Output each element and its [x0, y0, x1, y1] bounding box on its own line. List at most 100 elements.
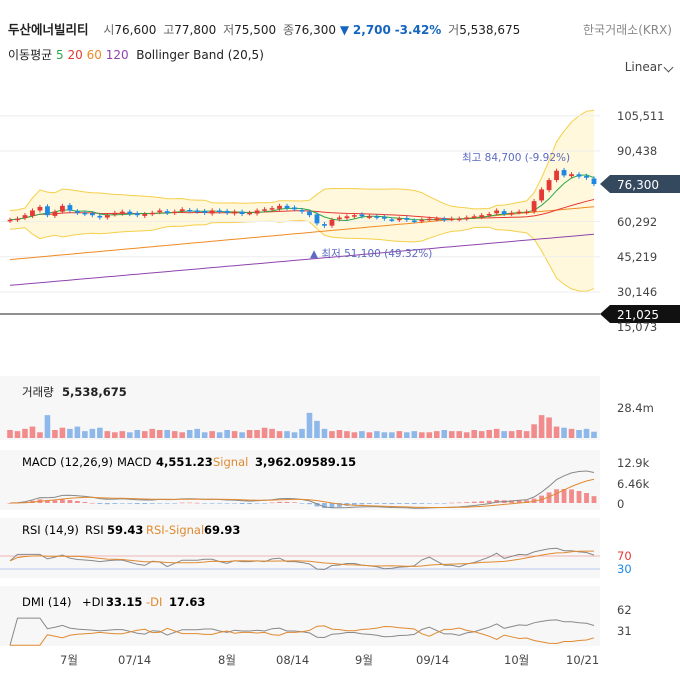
candle	[232, 209, 238, 216]
volume-bar	[411, 431, 418, 438]
macd-hist-bar	[239, 503, 245, 505]
macd-hist-bar	[404, 503, 410, 504]
volume-bar	[119, 431, 126, 438]
date-label: 09/14	[416, 653, 449, 667]
candle	[352, 213, 357, 219]
macd-tick: 0	[617, 497, 624, 511]
macd-hist-bar	[411, 503, 417, 505]
volume-bar	[74, 426, 81, 438]
candle	[142, 211, 148, 218]
macd-hist-bar	[509, 500, 515, 503]
dmi-tick: 31	[617, 624, 632, 638]
volume-bar	[433, 431, 440, 438]
ma120-line	[9, 233, 595, 286]
volume-bar	[126, 432, 133, 438]
candle	[284, 203, 290, 211]
candle	[366, 214, 372, 220]
ma-5-label[interactable]: 5	[56, 48, 64, 62]
macd-hist-bar	[262, 503, 267, 504]
date-label: 8월	[218, 653, 236, 667]
candle	[22, 213, 28, 221]
volume-bar	[59, 427, 66, 438]
volume-bar	[561, 427, 567, 438]
macd-hist-bar	[164, 503, 170, 504]
candle	[464, 215, 470, 221]
volume-bar	[576, 430, 582, 438]
macd-hist-bar	[172, 503, 178, 504]
macd-hist-bar	[494, 499, 500, 503]
date-label: 08/14	[276, 653, 309, 667]
volume-bar	[246, 430, 253, 438]
candle	[119, 209, 125, 216]
candle	[262, 207, 267, 213]
candle	[239, 209, 245, 217]
macd-tick: 6.46k	[617, 477, 650, 491]
dmi-title: DMI (14)	[22, 595, 71, 609]
ma-60-label[interactable]: 60	[86, 48, 102, 62]
candle	[164, 209, 170, 215]
macd-hist-bar	[284, 501, 290, 503]
volume-bar	[29, 426, 36, 438]
macd-hist-bar	[389, 503, 395, 505]
candle	[569, 172, 574, 179]
macd-name: MACD	[117, 455, 152, 469]
candle	[411, 218, 417, 224]
candle	[337, 215, 342, 222]
dmi-tick: 62	[617, 603, 632, 617]
volume-bar	[156, 430, 163, 438]
candle	[172, 209, 178, 215]
rsi-panel-bg	[0, 518, 600, 578]
ma-120-label[interactable]: 120	[105, 48, 129, 62]
candle	[82, 210, 88, 217]
volume-bar	[239, 432, 245, 438]
volume-tick: 28.4m	[617, 401, 654, 415]
volume-bar	[149, 428, 156, 438]
volume-bar	[448, 431, 455, 438]
candle	[501, 209, 507, 217]
rsi-signal-value: 69.93	[204, 523, 240, 537]
volume-panel: 거래량 5,538,675 28.4m	[0, 376, 654, 440]
volume-bar	[329, 431, 335, 438]
rsi-title: RSI (14,9)	[22, 523, 79, 537]
volume-bar	[37, 432, 43, 438]
scale-selector[interactable]: Linear	[624, 60, 662, 74]
dmi-panel-bg	[0, 586, 600, 646]
volume-bar	[441, 430, 448, 438]
volume-bar	[216, 432, 223, 438]
macd-hist-bar	[449, 502, 455, 504]
close-value: 76,300	[294, 23, 337, 37]
rsi-name: RSI	[85, 523, 104, 537]
candle	[584, 173, 589, 180]
macd-hist-bar	[396, 503, 402, 504]
candle	[434, 216, 440, 222]
volume-bar	[344, 431, 350, 438]
macd-hist-bar	[74, 500, 80, 503]
current-price-label: 76,300	[617, 178, 659, 192]
macd-hist-bar	[247, 503, 252, 505]
macd-hist-bar	[374, 503, 380, 504]
bollinger-label[interactable]: Bollinger Band (20,5)	[136, 48, 264, 62]
macd-hist-bar	[142, 503, 148, 505]
candle	[60, 203, 65, 214]
volume-bar	[254, 430, 260, 438]
volume-bar	[478, 431, 485, 438]
candle	[441, 216, 447, 222]
volume-bar	[186, 430, 193, 438]
volume-bar	[141, 431, 148, 438]
candle	[381, 214, 387, 221]
candle	[591, 176, 597, 187]
volume-bar	[97, 427, 103, 438]
rsi-tick-70: 70	[617, 549, 632, 563]
candle	[89, 211, 95, 218]
macd-hist-bar	[314, 503, 320, 507]
candle	[97, 213, 103, 220]
macd-hist-bar	[157, 503, 163, 504]
candle	[554, 168, 559, 183]
volume-bar	[486, 430, 492, 438]
candle	[224, 208, 230, 215]
macd-hist-bar	[486, 500, 492, 503]
macd-hist-bar	[97, 503, 103, 504]
ma-20-label[interactable]: 20	[67, 48, 83, 62]
volume-bar	[67, 428, 73, 438]
